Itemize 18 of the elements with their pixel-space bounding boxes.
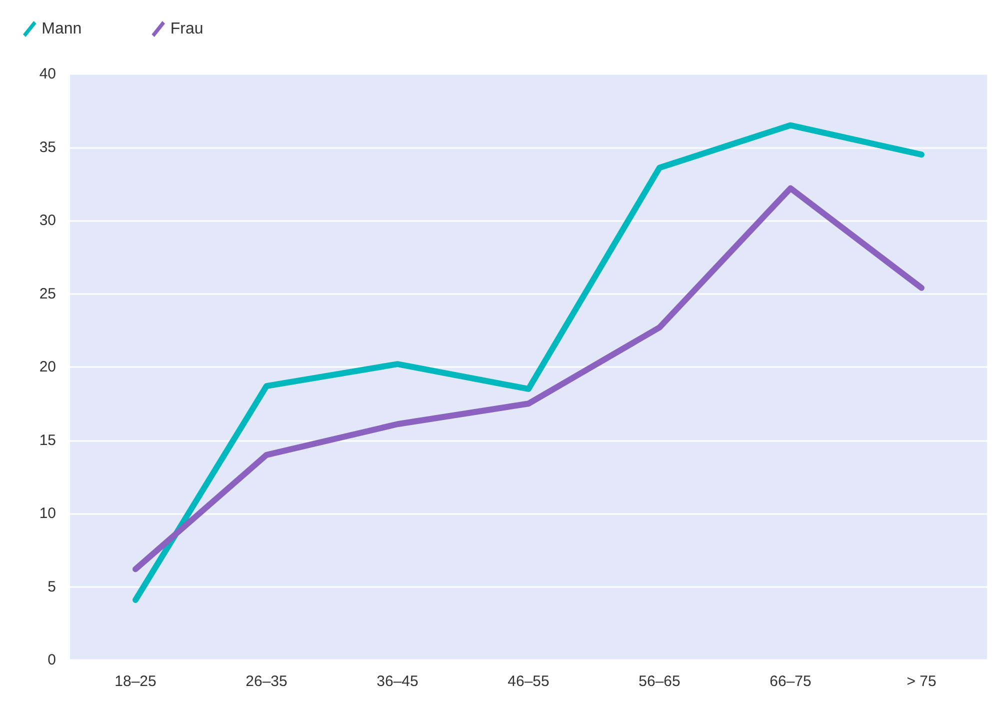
- y-tick-label: 15: [39, 432, 56, 449]
- y-tick-label: 35: [39, 138, 56, 156]
- x-tick-label: 18–25: [114, 673, 156, 690]
- y-tick-label: 30: [39, 212, 56, 229]
- y-tick-label: 0: [48, 652, 56, 668]
- y-tick-label: 5: [48, 578, 56, 596]
- y-tick-label: 10: [39, 505, 56, 522]
- x-tick-label: 46–55: [508, 673, 550, 690]
- x-tick-label: 36–45: [376, 673, 418, 690]
- y-tick-label: 20: [39, 358, 56, 376]
- legend-label: Frau: [170, 20, 204, 38]
- x-tick-label: > 75: [906, 673, 936, 690]
- x-tick-label: 26–35: [246, 673, 288, 690]
- legend-label: Mann: [42, 20, 82, 38]
- x-tick-label: 56–65: [638, 673, 680, 690]
- x-tick-label: 66–75: [770, 673, 812, 690]
- y-tick-label: 25: [39, 285, 56, 302]
- y-tick-label: 40: [39, 66, 56, 82]
